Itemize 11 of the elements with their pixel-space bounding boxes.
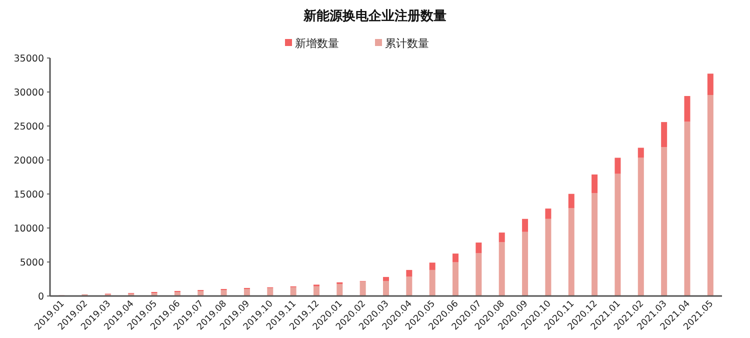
y-tick-label: 30000 [14,88,44,98]
y-tick-label: 0 [38,292,44,302]
legend-label: 累计数量 [385,37,429,50]
y-tick-label: 25000 [14,122,44,132]
y-tick-label: 35000 [14,54,44,64]
y-tick-label: 15000 [14,190,44,200]
y-tick-label: 10000 [14,224,44,234]
y-tick-label: 5000 [20,258,44,268]
legend-label: 新增数量 [295,37,339,50]
y-tick-label: 20000 [14,156,44,166]
chart-title: 新能源换电企业注册数量 [302,8,446,24]
